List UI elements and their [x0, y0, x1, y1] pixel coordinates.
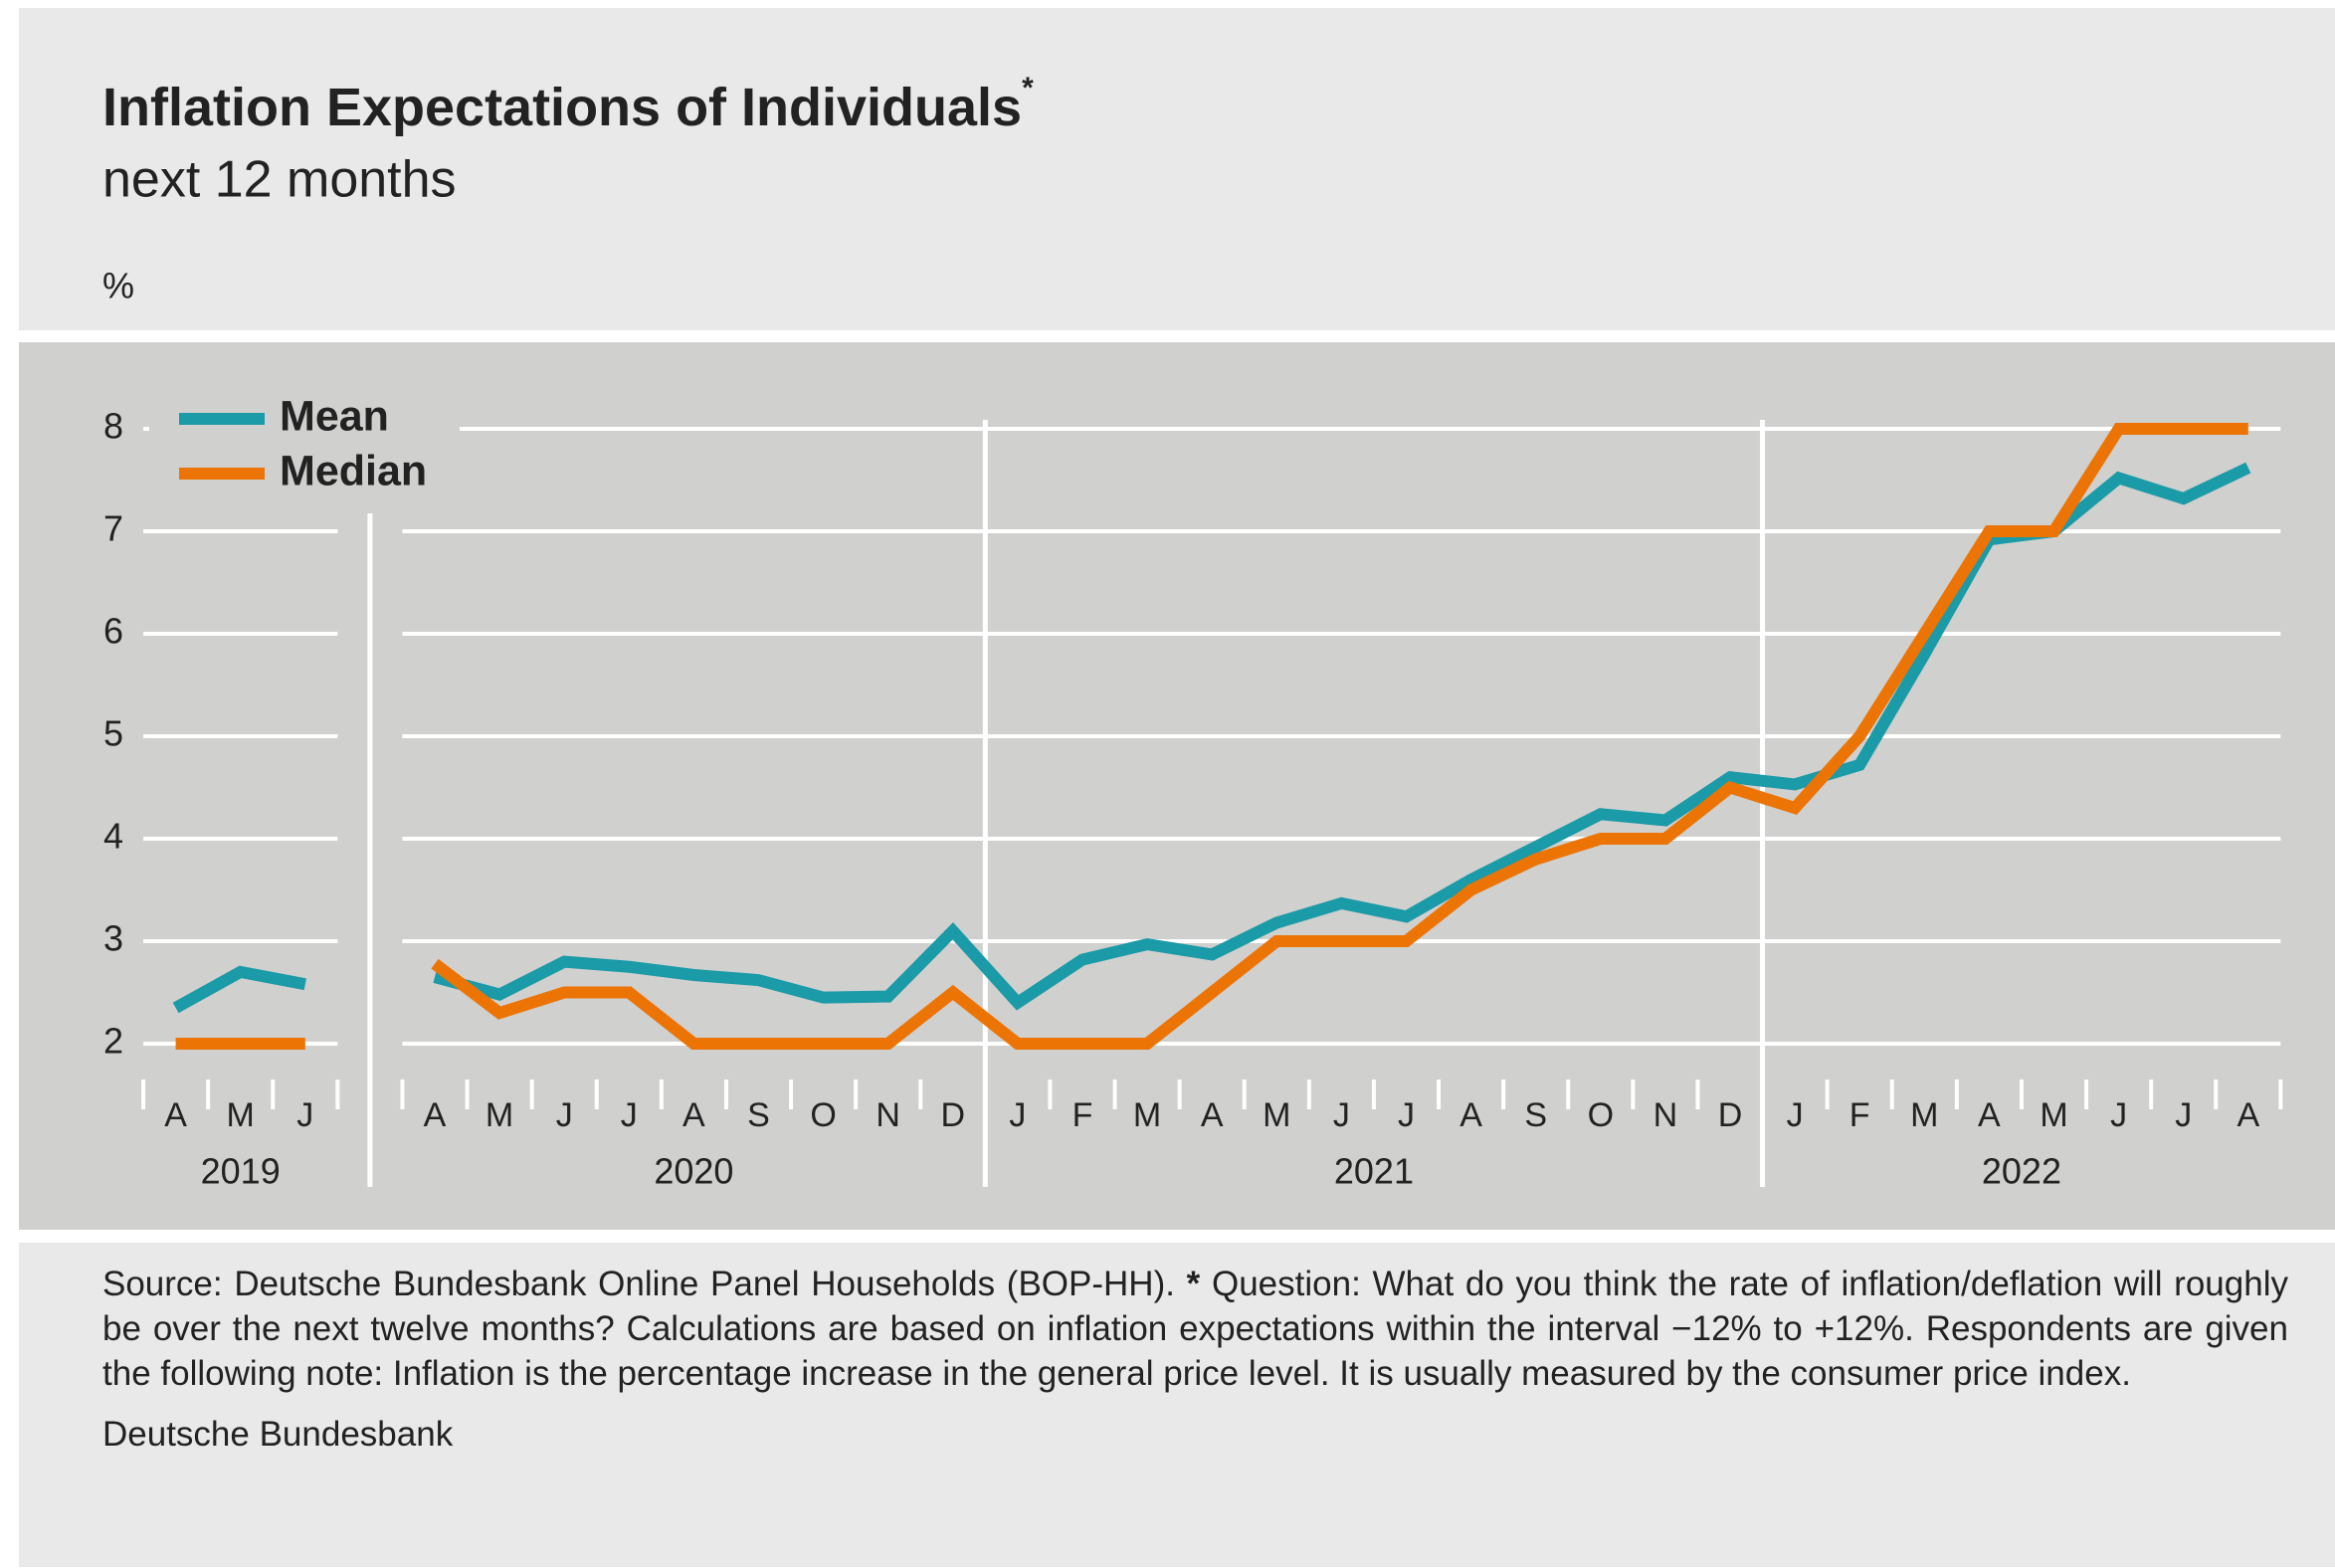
- x-tick-label: O: [1588, 1096, 1614, 1134]
- x-tick-label: A: [1201, 1096, 1224, 1134]
- y-tick-label: 6: [103, 611, 123, 652]
- x-tick-label: F: [1072, 1096, 1093, 1134]
- x-tick-label: M: [2040, 1096, 2067, 1134]
- header-panel: [19, 8, 2335, 330]
- x-tick-label: M: [1910, 1096, 1938, 1134]
- y-unit: %: [102, 266, 134, 306]
- year-label: 2022: [1982, 1151, 2061, 1192]
- x-tick-label: J: [1333, 1096, 1350, 1134]
- x-tick-label: F: [1849, 1096, 1870, 1134]
- chart-subtitle: next 12 months: [102, 151, 457, 209]
- x-tick-label: M: [486, 1096, 513, 1134]
- year-label: 2019: [201, 1151, 281, 1192]
- publisher: Deutsche Bundesbank: [102, 1415, 454, 1454]
- x-tick-label: J: [621, 1096, 638, 1134]
- y-tick-label: 4: [103, 816, 123, 857]
- source: Source: Deutsche Bundesbank Online Panel…: [102, 1265, 1175, 1303]
- title-text: Inflation Expectations of Individuals: [102, 78, 1022, 137]
- x-tick-label: M: [1133, 1096, 1161, 1134]
- x-tick-label: A: [424, 1096, 447, 1134]
- chart-title: Inflation Expectations of Individuals*: [102, 72, 1034, 137]
- x-tick-label: N: [1654, 1096, 1678, 1134]
- y-tick-label: 7: [103, 508, 123, 549]
- y-tick-label: 8: [103, 406, 123, 447]
- x-tick-label: S: [747, 1096, 770, 1134]
- x-tick-label: O: [810, 1096, 836, 1134]
- x-tick-label: J: [1787, 1096, 1804, 1134]
- series-line: [172, 462, 2251, 1014]
- x-tick-label: S: [1524, 1096, 1547, 1134]
- y-tick-label: 5: [103, 713, 123, 754]
- x-tick-label: D: [1718, 1096, 1743, 1134]
- x-tick-label: J: [2175, 1096, 2192, 1134]
- x-tick-label: M: [227, 1096, 255, 1134]
- x-tick-label: A: [1978, 1096, 2001, 1134]
- x-tick-label: M: [1263, 1096, 1290, 1134]
- note: Question: What do you think the rate of …: [102, 1265, 2288, 1393]
- footnote: Source: Deutsche Bundesbank Online Panel…: [102, 1262, 2288, 1457]
- footer-panel: [19, 1243, 2335, 1567]
- y-tick-label: 2: [103, 1021, 123, 1062]
- x-tick-label: A: [2237, 1096, 2259, 1134]
- x-tick-label: J: [2110, 1096, 2127, 1134]
- year-label: 2021: [1334, 1151, 1414, 1192]
- series-line: [175, 423, 2248, 1050]
- legend-label: Median: [280, 447, 427, 494]
- title-mark: *: [1022, 72, 1034, 104]
- x-tick-label: J: [296, 1096, 313, 1134]
- x-tick-label: A: [164, 1096, 187, 1134]
- x-tick-label: A: [682, 1096, 705, 1134]
- y-tick-label: 3: [103, 918, 123, 959]
- x-tick-label: J: [1009, 1096, 1026, 1134]
- x-tick-label: D: [941, 1096, 966, 1134]
- x-tick-label: J: [1398, 1096, 1415, 1134]
- x-tick-label: A: [1459, 1096, 1482, 1134]
- legend-label: Mean: [280, 392, 389, 440]
- legend-bg: [149, 394, 460, 499]
- note-mark: *: [1186, 1265, 1201, 1303]
- x-tick-label: N: [876, 1096, 900, 1134]
- year-label: 2020: [654, 1151, 733, 1192]
- x-tick-label: J: [556, 1096, 573, 1134]
